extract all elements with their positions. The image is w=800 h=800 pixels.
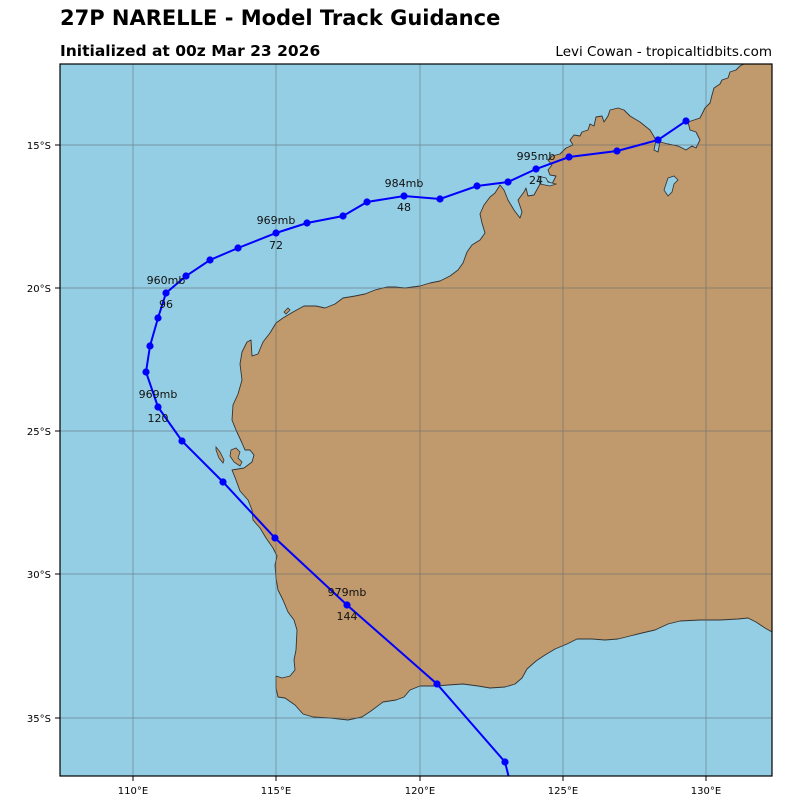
x-axis-labels: 110°E 115°E 120°E 125°E 130°E bbox=[118, 786, 721, 797]
y-tick-25s: 25°S bbox=[27, 427, 51, 438]
y-axis-labels: 15°S 20°S 25°S 30°S 35°S bbox=[27, 141, 51, 725]
hour-label-48: 48 bbox=[397, 201, 411, 214]
storm-track-line bbox=[144, 120, 687, 776]
map-frame bbox=[59, 63, 773, 777]
hour-label-96: 96 bbox=[159, 298, 173, 311]
x-tick-115: 115°E bbox=[261, 786, 291, 797]
island-dirk-hartog bbox=[215, 445, 225, 464]
x-tick-125: 125°E bbox=[548, 786, 578, 797]
hour-label-72: 72 bbox=[269, 239, 283, 252]
island-barrow bbox=[283, 307, 291, 315]
chart-title: 27P NARELLE - Model Track Guidance bbox=[60, 6, 501, 30]
pressure-label-48: 984mb bbox=[385, 177, 424, 190]
bay-inlet bbox=[537, 175, 558, 187]
pressure-label-24: 995mb bbox=[517, 150, 556, 163]
hour-label-144: 144 bbox=[337, 610, 358, 623]
y-tick-20s: 20°S bbox=[27, 284, 51, 295]
australia-land bbox=[231, 64, 772, 721]
pressure-label-120: 969mb bbox=[139, 388, 178, 401]
hour-label-120: 120 bbox=[148, 412, 169, 425]
point-labels: 995mb 24 984mb 48 969mb 72 960mb 96 969m… bbox=[139, 150, 556, 623]
y-tick-30s: 30°S bbox=[27, 570, 51, 581]
pressure-label-96: 960mb bbox=[147, 274, 186, 287]
track-points bbox=[142, 117, 690, 766]
y-tick-35s: 35°S bbox=[27, 714, 51, 725]
hour-label-24: 24 bbox=[529, 174, 543, 187]
gridlines bbox=[60, 64, 772, 776]
x-tick-110: 110°E bbox=[118, 786, 148, 797]
lake-argyle bbox=[663, 175, 679, 197]
pressure-label-72: 969mb bbox=[257, 214, 296, 227]
peninsula-peron bbox=[229, 447, 243, 467]
x-tick-120: 120°E bbox=[405, 786, 435, 797]
x-tick-130: 130°E bbox=[691, 786, 721, 797]
axis-ticks bbox=[55, 144, 707, 781]
y-tick-15s: 15°S bbox=[27, 141, 51, 152]
init-time: Initialized at 00z Mar 23 2026 bbox=[60, 42, 321, 60]
credit: Levi Cowan - tropicaltidbits.com bbox=[555, 44, 772, 60]
pressure-label-144: 979mb bbox=[328, 586, 367, 599]
